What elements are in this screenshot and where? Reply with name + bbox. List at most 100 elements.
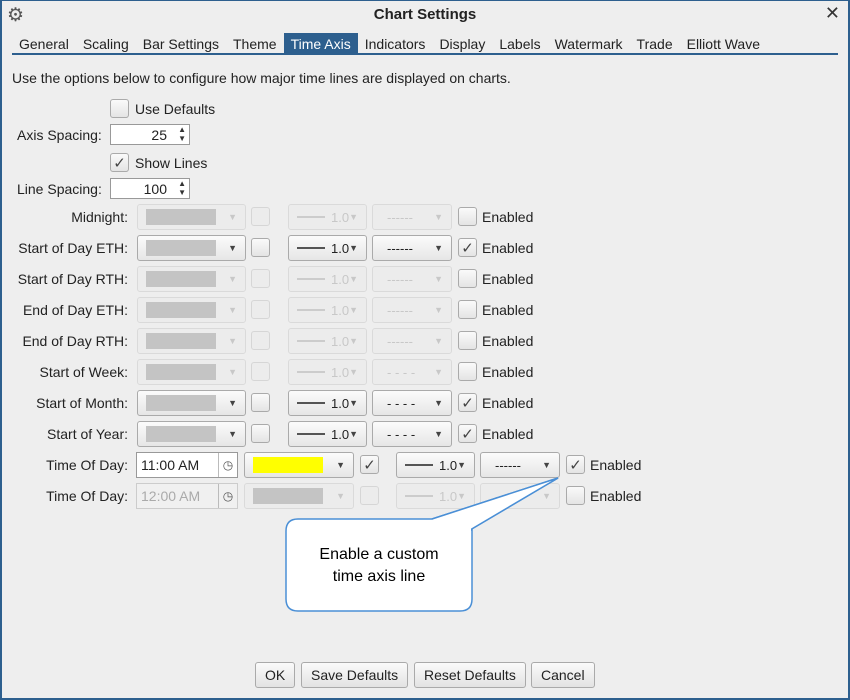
- enabled-label: Enabled: [482, 395, 534, 411]
- tab-watermark[interactable]: Watermark: [554, 36, 623, 52]
- line-style-dropdown[interactable]: ------ ▼: [372, 297, 452, 323]
- extend-checkbox[interactable]: [360, 486, 379, 505]
- line-width-icon: [297, 433, 325, 435]
- spinner-arrows-icon[interactable]: ▲ ▼: [178, 179, 186, 197]
- time-value: 12:00 AM: [141, 488, 201, 504]
- tab-scaling[interactable]: Scaling: [82, 36, 129, 52]
- tab-theme[interactable]: Theme: [233, 36, 277, 52]
- color-dropdown[interactable]: ▼: [137, 297, 246, 323]
- show-lines-label: Show Lines: [135, 155, 208, 171]
- color-dropdown[interactable]: ▼: [244, 483, 354, 509]
- extend-checkbox[interactable]: [251, 300, 270, 319]
- line-width-dropdown[interactable]: 1.0 ▼: [288, 297, 367, 323]
- chevron-down-icon: ▼: [228, 336, 237, 346]
- enabled-checkbox[interactable]: ✓: [458, 424, 477, 443]
- extend-checkbox[interactable]: [251, 362, 270, 381]
- time-of-day-field[interactable]: 12:00 AM ◷: [136, 483, 238, 509]
- enabled-checkbox[interactable]: ✓: [566, 455, 585, 474]
- cancel-button[interactable]: Cancel: [531, 662, 595, 688]
- tab-display[interactable]: Display: [439, 36, 486, 52]
- line-width-dropdown[interactable]: 1.0 ▼: [288, 359, 367, 385]
- color-dropdown[interactable]: ▼: [137, 235, 246, 261]
- time-value: 11:00 AM: [141, 457, 200, 473]
- line-width-dropdown[interactable]: 1.0 ▼: [288, 266, 367, 292]
- line-width-dropdown[interactable]: 1.0 ▼: [396, 483, 475, 509]
- line-style-dropdown[interactable]: ------ ▼: [372, 328, 452, 354]
- extend-checkbox[interactable]: [251, 238, 270, 257]
- enabled-checkbox[interactable]: ✓: [458, 238, 477, 257]
- line-width-dropdown[interactable]: 1.0 ▼: [288, 421, 367, 447]
- line-width-value: 1.0: [331, 426, 350, 442]
- save-defaults-button[interactable]: Save Defaults: [301, 662, 409, 688]
- line-width-value: 1.0: [331, 302, 350, 318]
- line-style-value: ------: [387, 302, 413, 318]
- chevron-down-icon: ▼: [349, 212, 358, 222]
- line-width-dropdown[interactable]: 1.0 ▼: [288, 328, 367, 354]
- enabled-checkbox[interactable]: [458, 362, 477, 381]
- axis-spacing-value: 25: [151, 126, 167, 143]
- tab-elliott-wave[interactable]: Elliott Wave: [686, 36, 760, 52]
- callout-text-line2: time axis line: [333, 568, 426, 585]
- clock-icon[interactable]: ◷: [218, 453, 237, 477]
- tab-bar-settings[interactable]: Bar Settings: [142, 36, 219, 52]
- color-dropdown[interactable]: ▼: [137, 266, 246, 292]
- tab-general[interactable]: General: [19, 36, 69, 52]
- line-style-dropdown[interactable]: - - - - ▼: [372, 390, 452, 416]
- row-label: End of Day RTH:: [22, 333, 128, 349]
- extend-checkbox[interactable]: [251, 207, 270, 226]
- tab-trade[interactable]: Trade: [636, 36, 673, 52]
- color-swatch: [146, 209, 216, 225]
- color-dropdown[interactable]: ▼: [137, 421, 246, 447]
- enabled-checkbox[interactable]: [458, 331, 477, 350]
- use-defaults-checkbox[interactable]: [110, 99, 129, 118]
- line-width-dropdown[interactable]: 1.0 ▼: [288, 204, 367, 230]
- chevron-down-icon: ▼: [434, 367, 443, 377]
- line-width-dropdown[interactable]: 1.0 ▼: [288, 235, 367, 261]
- enabled-checkbox[interactable]: [458, 207, 477, 226]
- extend-checkbox[interactable]: ✓: [360, 455, 379, 474]
- enabled-checkbox[interactable]: [458, 300, 477, 319]
- extend-checkbox[interactable]: [251, 331, 270, 350]
- color-swatch: [146, 333, 216, 349]
- line-width-dropdown[interactable]: 1.0 ▼: [288, 390, 367, 416]
- color-dropdown[interactable]: ▼: [244, 452, 354, 478]
- gear-icon[interactable]: ⚙: [7, 5, 25, 26]
- line-style-dropdown[interactable]: - - - - ▼: [372, 359, 452, 385]
- line-style-dropdown[interactable]: ------ ▼: [372, 266, 452, 292]
- line-style-dropdown[interactable]: ------ ▼: [480, 452, 560, 478]
- extend-checkbox[interactable]: [251, 393, 270, 412]
- enabled-checkbox[interactable]: [566, 486, 585, 505]
- chevron-down-icon: ▼: [542, 491, 551, 501]
- enabled-checkbox[interactable]: [458, 269, 477, 288]
- line-width-dropdown[interactable]: 1.0 ▼: [396, 452, 475, 478]
- ok-button[interactable]: OK: [255, 662, 296, 688]
- axis-spacing-spinner[interactable]: 25 ▲ ▼: [110, 124, 190, 145]
- reset-defaults-button[interactable]: Reset Defaults: [414, 662, 526, 688]
- tab-indicators[interactable]: Indicators: [364, 36, 426, 52]
- line-style-dropdown[interactable]: ------ ▼: [372, 204, 452, 230]
- line-style-dropdown[interactable]: ------ ▼: [372, 235, 452, 261]
- color-dropdown[interactable]: ▼: [137, 204, 246, 230]
- enabled-label: Enabled: [482, 271, 534, 287]
- line-width-value: 1.0: [331, 209, 350, 225]
- color-dropdown[interactable]: ▼: [137, 390, 246, 416]
- show-lines-checkbox[interactable]: ✓: [110, 153, 129, 172]
- row-label: Start of Day ETH:: [18, 240, 128, 256]
- line-style-dropdown[interactable]: - - - - ▼: [372, 421, 452, 447]
- spinner-arrows-icon[interactable]: ▲ ▼: [178, 125, 186, 143]
- row-label: Start of Month:: [36, 395, 128, 411]
- line-spacing-spinner[interactable]: 100 ▲ ▼: [110, 178, 190, 199]
- extend-checkbox[interactable]: [251, 424, 270, 443]
- line-width-value: 1.0: [439, 457, 458, 473]
- color-dropdown[interactable]: ▼: [137, 328, 246, 354]
- chevron-down-icon: ▼: [457, 460, 466, 470]
- close-icon[interactable]: ✕: [824, 3, 840, 23]
- clock-icon[interactable]: ◷: [218, 484, 237, 508]
- extend-checkbox[interactable]: [251, 269, 270, 288]
- enabled-checkbox[interactable]: ✓: [458, 393, 477, 412]
- tab-labels[interactable]: Labels: [499, 36, 541, 52]
- time-of-day-field[interactable]: 11:00 AM ◷: [136, 452, 238, 478]
- line-width-value: 1.0: [331, 395, 350, 411]
- tab-time-axis[interactable]: Time Axis: [283, 33, 358, 53]
- color-dropdown[interactable]: ▼: [137, 359, 246, 385]
